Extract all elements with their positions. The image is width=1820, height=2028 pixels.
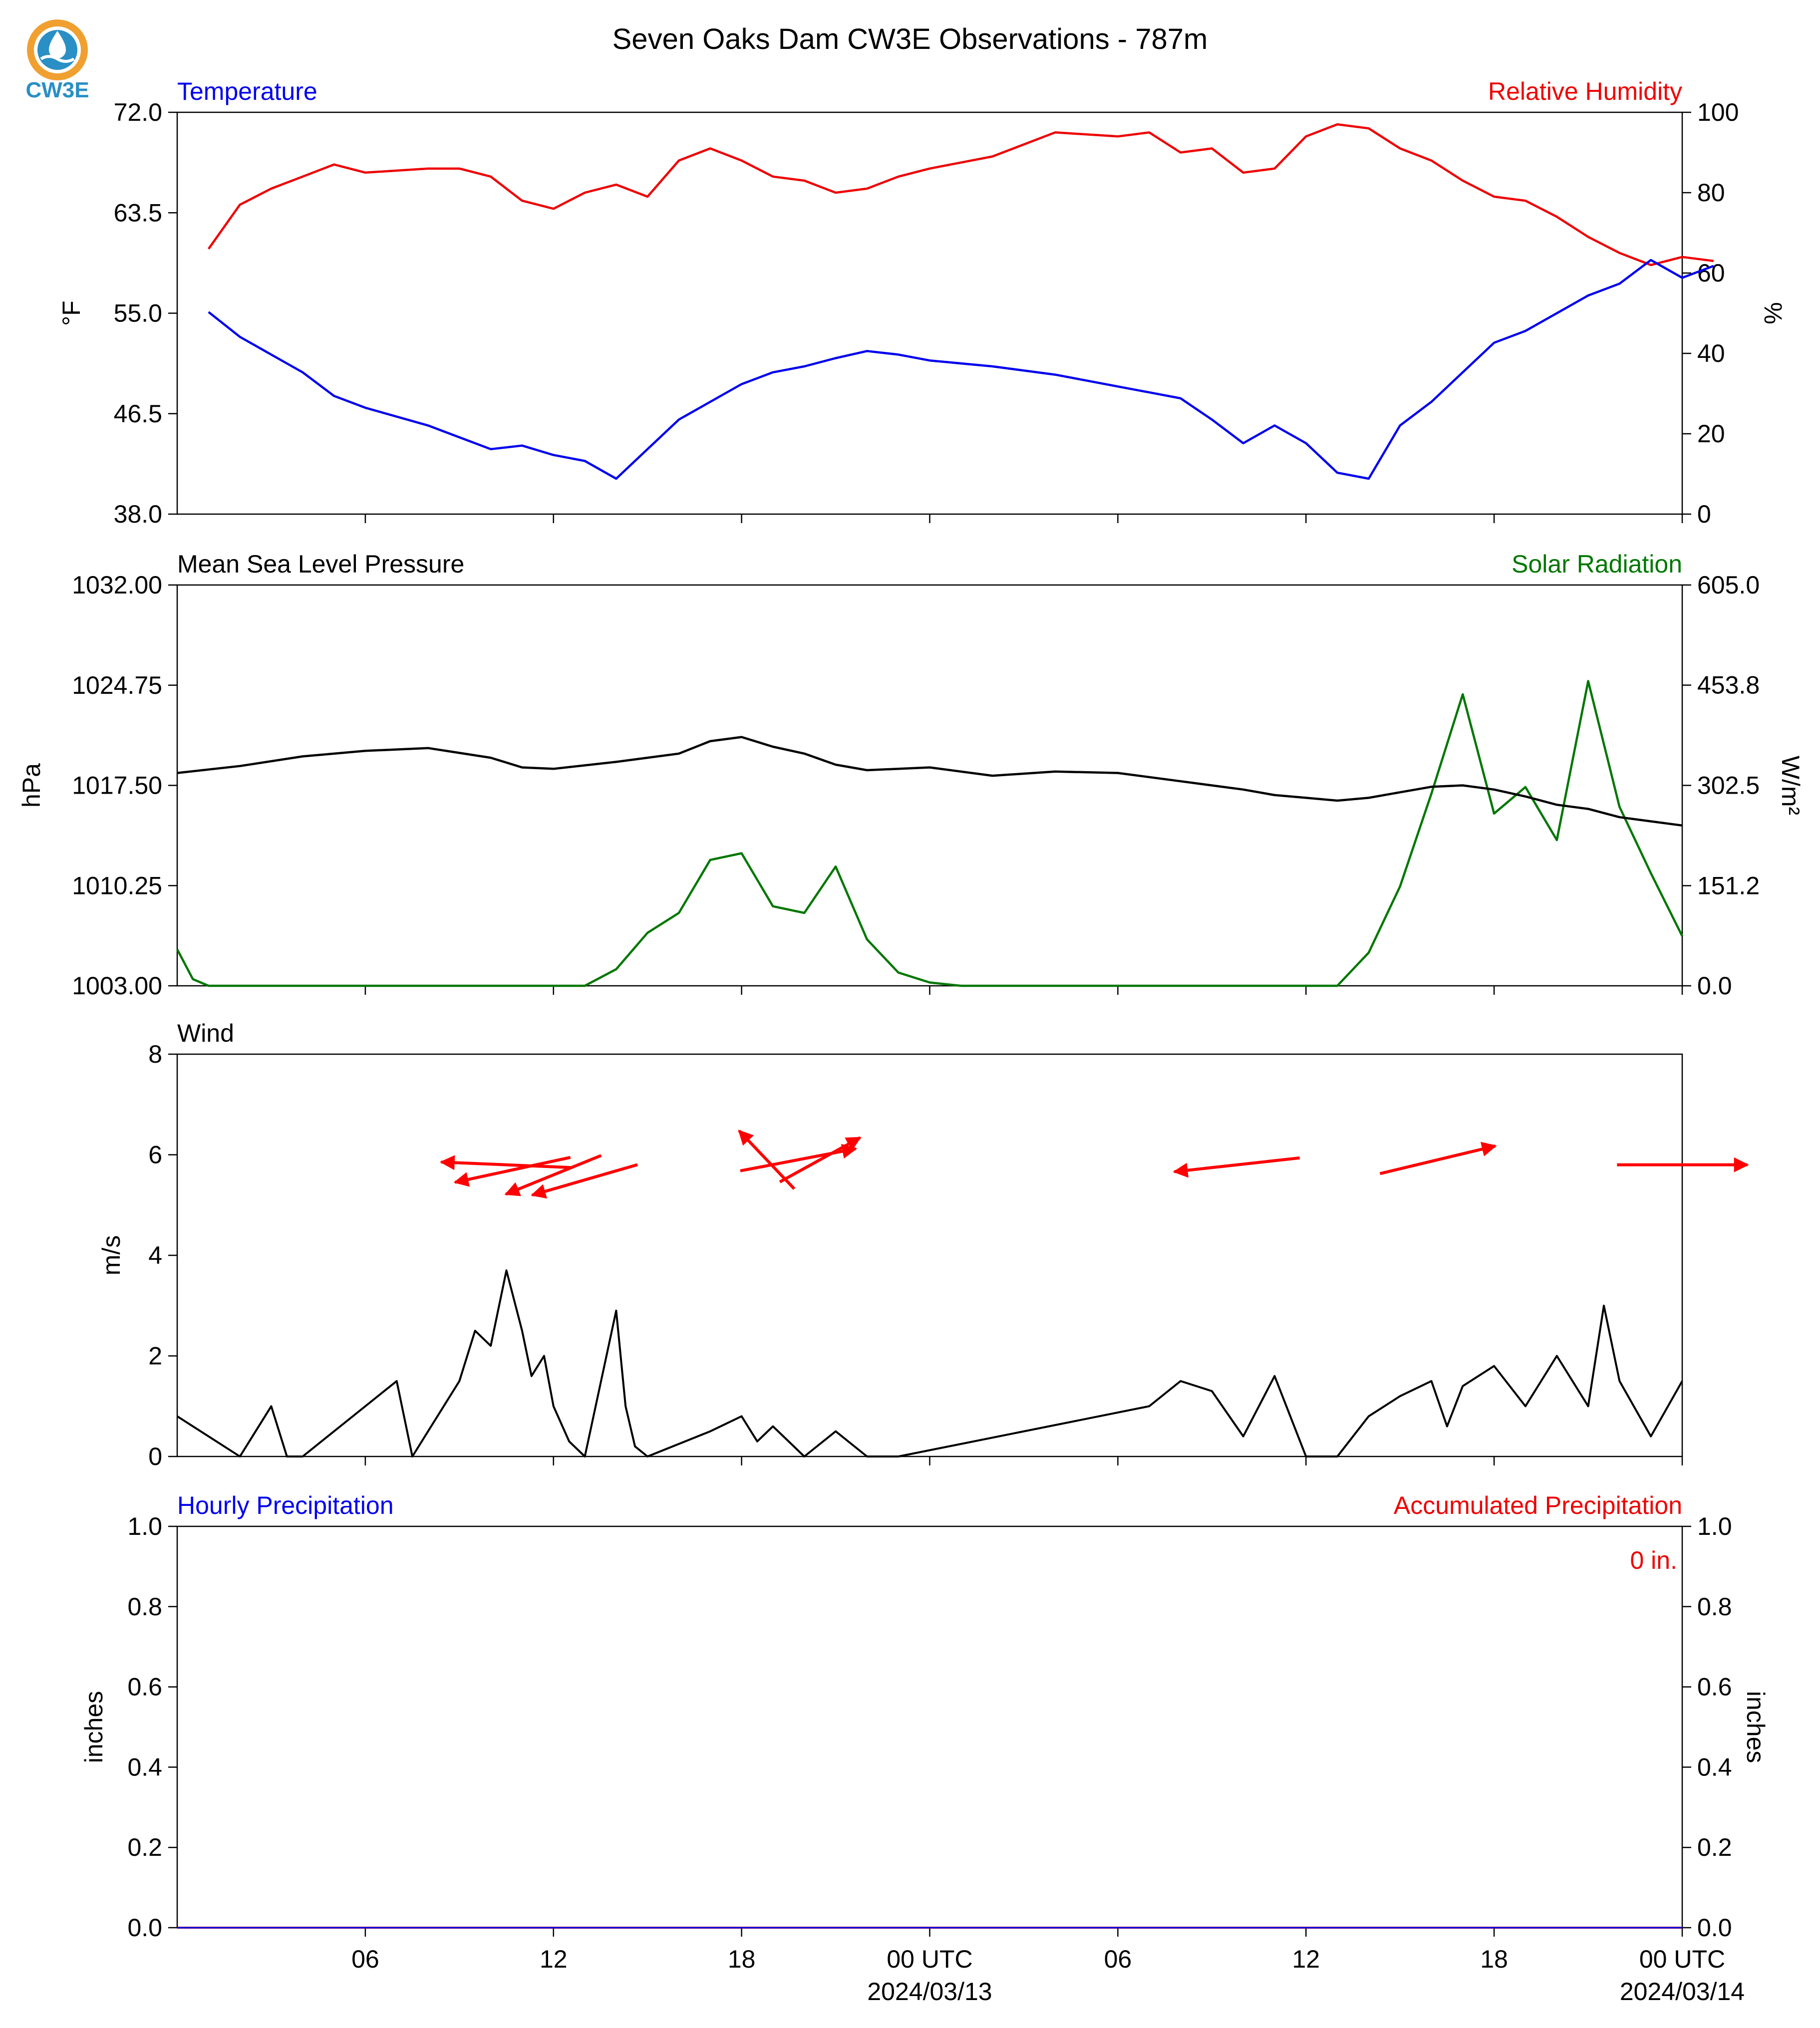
series-wind-speed xyxy=(176,1269,1683,1457)
y-tick-label-right: 0.0 xyxy=(1697,1914,1732,1942)
y-tick-label-right: 60 xyxy=(1697,259,1725,287)
y-tick-label-right: 0.2 xyxy=(1697,1833,1732,1861)
wind-direction-arrow xyxy=(531,1163,638,1199)
x-tick-label: 12 xyxy=(540,1945,568,1973)
x-tick-label: 12 xyxy=(1292,1945,1320,1973)
wind-direction-arrow xyxy=(504,1154,602,1196)
wind-direction-arrow xyxy=(1173,1156,1300,1178)
y-axis-label-right: % xyxy=(1759,302,1787,324)
x-tick-label: 00 UTC xyxy=(1639,1945,1725,1973)
y-tick-label-left: 46.5 xyxy=(114,400,162,428)
y-axis-label-left: inches xyxy=(80,1691,108,1763)
y-tick-label-right: 100 xyxy=(1697,98,1739,126)
wind-direction-arrow xyxy=(779,1136,862,1183)
x-tick-label: 06 xyxy=(351,1945,379,1973)
logo-ring xyxy=(27,19,88,80)
y-tick-label-left: 0.8 xyxy=(127,1593,162,1621)
y-tick-label-right: 20 xyxy=(1697,420,1725,448)
accumulated-total-label: 0 in. xyxy=(1630,1546,1677,1574)
x-tick-label: 00 UTC xyxy=(887,1945,972,1973)
panel-temperature-humidity: 38.0 46.5 55.0 63.5 72.0 0 20 40 60 80 100 Temperat… xyxy=(57,77,1787,528)
panel-title-right: Solar Radiation xyxy=(1512,550,1682,578)
figure-title: Seven Oaks Dam CW3E Observations - 787m xyxy=(612,23,1208,55)
y-tick-label-right: 151.2 xyxy=(1697,871,1760,899)
y-tick-label-left: 1003.00 xyxy=(72,972,162,1000)
y-tick-label-right: 40 xyxy=(1697,339,1725,367)
y-tick-label-right: 0.8 xyxy=(1697,1593,1732,1621)
y-tick-label-right: 1.0 xyxy=(1697,1512,1732,1540)
x-date-label: 2024/03/14 xyxy=(1620,1978,1745,2006)
wind-direction-arrow xyxy=(1379,1142,1497,1175)
y-axis-label-right: W/m² xyxy=(1777,756,1805,815)
wind-direction-arrow xyxy=(439,1155,572,1170)
y-tick-label-left: 0.6 xyxy=(127,1673,162,1701)
x-tick-label: 06 xyxy=(1104,1945,1132,1973)
y-tick-label-left: 38.0 xyxy=(114,500,162,528)
y-tick-label-right: 0.0 xyxy=(1697,972,1732,1000)
y-tick-label-left: 4 xyxy=(148,1241,162,1269)
panel-pressure-solar: 1003.00 1010.25 1017.50 1024.75 1032.00 0.0 15… xyxy=(17,550,1805,1000)
wind-direction-arrow xyxy=(453,1156,571,1187)
panel-title-left: Mean Sea Level Pressure xyxy=(177,550,464,578)
panel-title-left: Temperature xyxy=(177,77,317,105)
y-tick-label-left: 1017.50 xyxy=(72,772,162,800)
y-tick-label-right: 453.8 xyxy=(1697,671,1760,699)
y-tick-label-left: 55.0 xyxy=(114,299,162,327)
series-pressure xyxy=(177,736,1683,827)
y-tick-label-left: 0 xyxy=(148,1443,162,1470)
x-tick-label: 18 xyxy=(1480,1945,1508,1973)
y-tick-label-left: 1032.00 xyxy=(72,571,162,599)
y-tick-label-right: 605.0 xyxy=(1697,571,1760,599)
y-axis-label-left: °F xyxy=(57,300,85,326)
y-tick-label-right: 302.5 xyxy=(1697,772,1760,800)
cw3e-logo: CW3E xyxy=(25,19,89,102)
y-tick-label-right: 80 xyxy=(1697,179,1725,207)
y-tick-label-left: 1010.25 xyxy=(72,871,162,899)
logo-text: CW3E xyxy=(25,78,89,102)
logo-drop-icon xyxy=(49,31,66,58)
y-tick-label-left: 72.0 xyxy=(114,98,162,126)
y-tick-label-right: 0.4 xyxy=(1697,1753,1732,1781)
y-tick-label-left: 8 xyxy=(148,1040,162,1068)
wind-direction-arrow xyxy=(740,1144,858,1172)
y-tick-label-left: 0.2 xyxy=(127,1833,162,1861)
y-axis-label-right: inches xyxy=(1742,1691,1770,1763)
panel-title-right: Relative Humidity xyxy=(1488,77,1682,105)
panel-wind: 0 2 4 6 8 Wind m/s xyxy=(97,1019,1749,1470)
y-axis-label-left: hPa xyxy=(17,763,45,808)
y-tick-label-left: 0.4 xyxy=(127,1753,162,1781)
panel-precipitation: 0.0 0.2 0.4 0.6 0.8 1.0 0.0 0.2 0.4 0.6 0.8 1.0 Hour… xyxy=(80,1491,1770,1942)
x-axis-labels: 06 12 18 00 UTC 06 12 18 00 UTC 2024/03/13 2024/0… xyxy=(351,1945,1745,2006)
y-tick-label-left: 0.0 xyxy=(127,1914,162,1942)
panel-title-left: Wind xyxy=(177,1019,234,1047)
y-tick-label-left: 63.5 xyxy=(114,199,162,227)
y-tick-label-left: 1024.75 xyxy=(72,671,162,699)
panel-title-left: Hourly Precipitation xyxy=(177,1491,394,1519)
series-temperature xyxy=(208,259,1714,480)
y-tick-label-left: 2 xyxy=(148,1342,162,1370)
x-date-label: 2024/03/13 xyxy=(867,1978,992,2006)
y-tick-label-left: 6 xyxy=(148,1141,162,1169)
x-tick-label: 18 xyxy=(728,1945,756,1973)
y-tick-label-right: 0.6 xyxy=(1697,1673,1732,1701)
series-solar-radiation xyxy=(176,680,1684,987)
panel-title-right: Accumulated Precipitation xyxy=(1394,1491,1682,1519)
y-tick-label-left: 1.0 xyxy=(127,1512,162,1540)
logo-wave-icon xyxy=(40,55,75,63)
y-tick-label-right: 0 xyxy=(1697,500,1711,528)
series-relative-humidity xyxy=(207,123,1714,267)
y-axis-label: m/s xyxy=(97,1235,125,1276)
